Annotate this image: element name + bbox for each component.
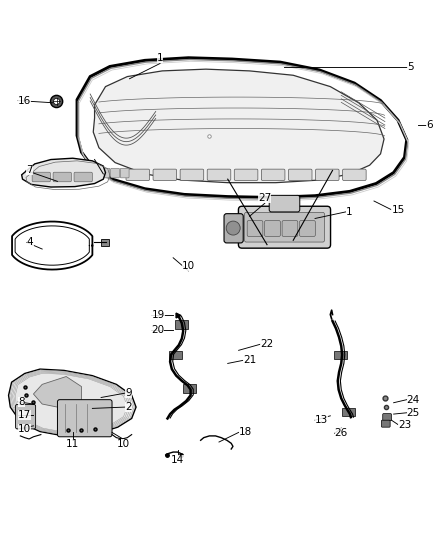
Polygon shape (93, 69, 384, 183)
Text: 26: 26 (335, 429, 348, 438)
FancyBboxPatch shape (234, 169, 258, 181)
FancyBboxPatch shape (126, 169, 150, 181)
Text: 14: 14 (171, 455, 184, 465)
Text: 7: 7 (26, 165, 33, 175)
Circle shape (53, 99, 60, 104)
FancyBboxPatch shape (183, 384, 196, 393)
Circle shape (226, 221, 240, 235)
FancyBboxPatch shape (282, 221, 298, 236)
Circle shape (50, 95, 63, 108)
Text: 16: 16 (18, 95, 32, 106)
FancyBboxPatch shape (288, 169, 312, 181)
FancyBboxPatch shape (265, 221, 280, 236)
Text: 6: 6 (426, 119, 433, 130)
Text: 20: 20 (151, 325, 164, 335)
Text: 5: 5 (407, 61, 413, 71)
Text: 25: 25 (407, 408, 420, 418)
Text: 2: 2 (125, 402, 132, 412)
Text: 10: 10 (18, 424, 31, 434)
FancyBboxPatch shape (247, 221, 263, 236)
FancyBboxPatch shape (343, 169, 366, 181)
Text: 19: 19 (151, 310, 165, 320)
Text: 1: 1 (346, 207, 352, 217)
FancyBboxPatch shape (92, 168, 100, 178)
FancyBboxPatch shape (53, 172, 71, 182)
FancyBboxPatch shape (224, 214, 243, 243)
FancyBboxPatch shape (32, 172, 50, 182)
Text: 10: 10 (117, 439, 130, 449)
FancyBboxPatch shape (169, 351, 182, 359)
FancyBboxPatch shape (120, 168, 129, 178)
FancyBboxPatch shape (238, 206, 331, 248)
FancyBboxPatch shape (101, 168, 110, 178)
FancyBboxPatch shape (101, 239, 110, 246)
FancyBboxPatch shape (269, 195, 300, 212)
FancyBboxPatch shape (153, 169, 177, 181)
FancyBboxPatch shape (381, 420, 390, 427)
Text: 17: 17 (18, 410, 32, 420)
FancyBboxPatch shape (334, 351, 347, 359)
FancyBboxPatch shape (342, 408, 355, 416)
FancyBboxPatch shape (15, 405, 35, 429)
FancyBboxPatch shape (244, 212, 325, 242)
Text: 9: 9 (125, 388, 132, 398)
Text: 27: 27 (258, 193, 272, 203)
FancyBboxPatch shape (261, 169, 285, 181)
FancyBboxPatch shape (57, 400, 112, 437)
Text: 24: 24 (407, 394, 420, 405)
Text: 15: 15 (392, 205, 405, 215)
Text: 11: 11 (66, 439, 79, 449)
FancyBboxPatch shape (180, 169, 204, 181)
FancyBboxPatch shape (74, 172, 92, 182)
Text: 22: 22 (261, 339, 274, 349)
Text: 23: 23 (398, 419, 411, 430)
FancyBboxPatch shape (175, 320, 188, 329)
Text: 21: 21 (243, 356, 256, 365)
Text: 4: 4 (27, 238, 34, 247)
FancyBboxPatch shape (315, 169, 339, 181)
Text: 1: 1 (157, 53, 163, 63)
FancyBboxPatch shape (111, 168, 120, 178)
FancyBboxPatch shape (300, 221, 315, 236)
Text: 13: 13 (315, 415, 328, 425)
Text: 8: 8 (18, 397, 25, 407)
FancyBboxPatch shape (207, 169, 231, 181)
Polygon shape (33, 376, 81, 408)
FancyBboxPatch shape (383, 414, 392, 421)
Text: 10: 10 (182, 261, 195, 271)
Text: 18: 18 (239, 427, 252, 438)
Polygon shape (9, 369, 136, 436)
Polygon shape (21, 158, 106, 187)
